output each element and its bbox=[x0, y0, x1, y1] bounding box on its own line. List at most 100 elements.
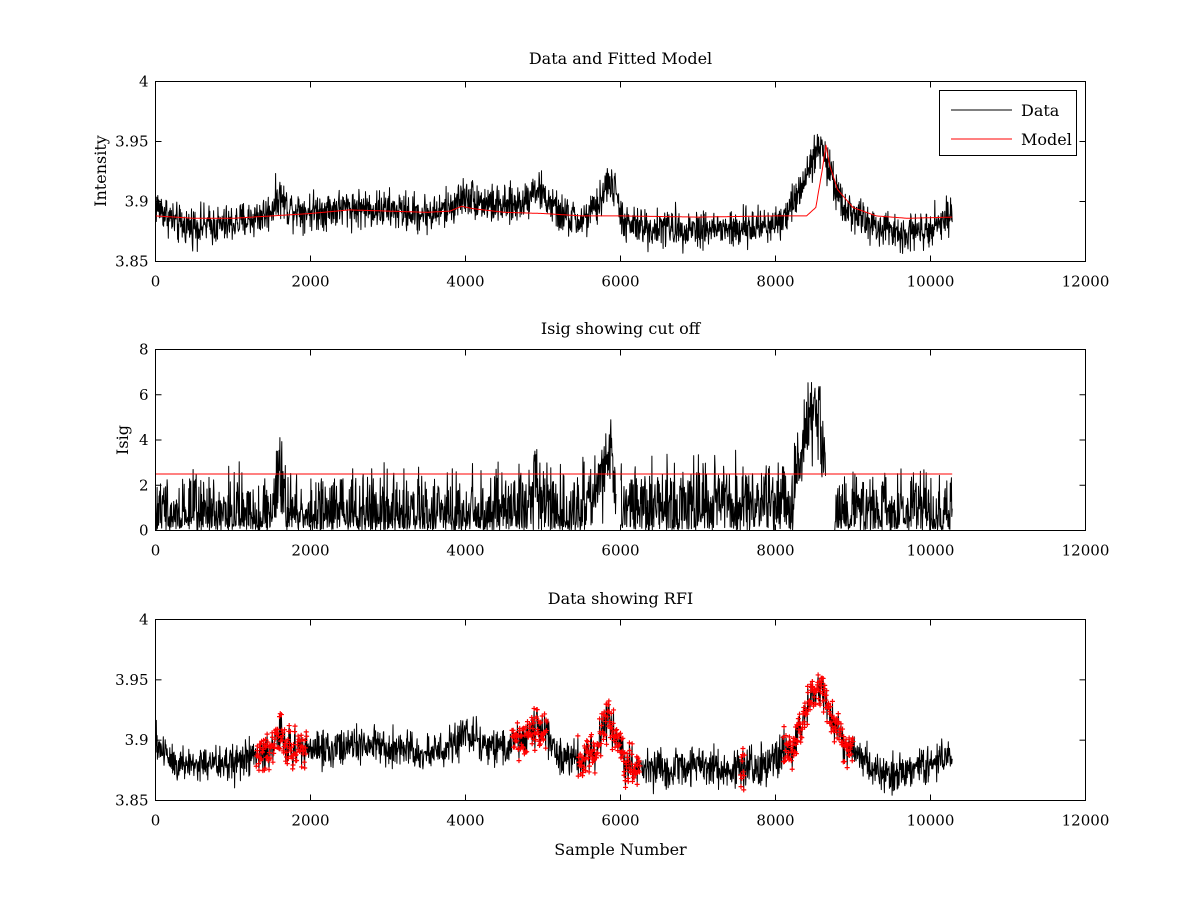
rfi-point bbox=[609, 732, 615, 738]
rfi-point bbox=[635, 755, 641, 761]
rfi-point bbox=[530, 717, 536, 723]
ytick-label: 8 bbox=[139, 341, 149, 359]
rfi-point bbox=[610, 729, 616, 735]
rfi-point bbox=[741, 773, 747, 779]
rfi-point bbox=[850, 739, 856, 745]
subplot-1-ticks: 0 2000 4000 6000 8000 10000 12000 3.85 3.9 3.95 4 bbox=[115, 73, 1109, 291]
rfi-point bbox=[604, 741, 610, 747]
rfi-point bbox=[840, 739, 846, 745]
rfi-point bbox=[302, 737, 308, 743]
rfi-point bbox=[740, 745, 746, 751]
rfi-point bbox=[529, 715, 535, 721]
rfi-point bbox=[838, 721, 844, 727]
rfi-point bbox=[613, 727, 619, 733]
rfi-point bbox=[809, 678, 815, 684]
rfi-point bbox=[637, 763, 643, 769]
rfi-point bbox=[819, 691, 825, 697]
rfi-point bbox=[521, 727, 527, 733]
rfi-point bbox=[599, 722, 605, 728]
xtick-label: 10000 bbox=[907, 273, 955, 291]
series-line-isig bbox=[834, 468, 953, 531]
rfi-point bbox=[531, 720, 537, 726]
rfi-point bbox=[841, 734, 847, 740]
ytick-label: 3.85 bbox=[115, 253, 148, 271]
rfi-point bbox=[819, 679, 825, 685]
rfi-point bbox=[621, 769, 627, 775]
xtick-label: 0 bbox=[151, 542, 161, 560]
rfi-point bbox=[738, 772, 744, 778]
rfi-point bbox=[804, 721, 810, 727]
rfi-point bbox=[828, 719, 834, 725]
rfi-point bbox=[740, 769, 746, 775]
rfi-point bbox=[595, 750, 601, 756]
rfi-point bbox=[537, 741, 543, 747]
rfi-point bbox=[512, 732, 518, 738]
rfi-point bbox=[610, 720, 616, 726]
rfi-point bbox=[270, 759, 276, 765]
rfi-point bbox=[526, 721, 532, 727]
rfi-point bbox=[594, 751, 600, 757]
rfi-point bbox=[780, 734, 786, 740]
subplot-3-ticks: 0 2000 4000 6000 8000 10000 12000 3.85 3.9 3.95 4 bbox=[115, 611, 1109, 830]
subplot-3-frame bbox=[155, 619, 1086, 801]
rfi-point bbox=[815, 672, 821, 678]
rfi-point bbox=[540, 737, 546, 743]
ytick-label: 4 bbox=[139, 611, 149, 629]
rfi-point bbox=[791, 753, 797, 759]
rfi-point bbox=[289, 755, 295, 761]
rfi-point bbox=[514, 720, 520, 726]
xtick-label: 6000 bbox=[601, 812, 639, 830]
rfi-point bbox=[256, 761, 262, 767]
rfi-point bbox=[523, 724, 529, 730]
rfi-point bbox=[303, 751, 309, 757]
rfi-point bbox=[822, 682, 828, 688]
series-line-data bbox=[155, 133, 953, 254]
rfi-point bbox=[528, 733, 534, 739]
rfi-point bbox=[606, 698, 612, 704]
rfi-point bbox=[795, 738, 801, 744]
rfi-point bbox=[516, 758, 522, 764]
rfi-point bbox=[618, 730, 623, 736]
rfi-point bbox=[294, 749, 300, 755]
rfi-point bbox=[282, 727, 288, 733]
rfi-point bbox=[266, 750, 272, 756]
rfi-point bbox=[849, 743, 855, 749]
xtick-label: 12000 bbox=[1062, 812, 1110, 830]
rfi-point bbox=[588, 732, 594, 738]
rfi-point bbox=[783, 733, 789, 739]
xtick-label: 8000 bbox=[756, 273, 794, 291]
rfi-point bbox=[817, 702, 823, 708]
rfi-point bbox=[609, 747, 615, 753]
xtick-label: 8000 bbox=[756, 812, 794, 830]
ytick-label: 2 bbox=[139, 476, 149, 494]
rfi-point bbox=[799, 735, 805, 741]
rfi-point bbox=[782, 757, 788, 763]
rfi-point bbox=[837, 732, 843, 738]
rfi-point bbox=[623, 784, 629, 790]
ytick-label: 3.85 bbox=[115, 792, 148, 810]
rfi-point bbox=[793, 751, 799, 757]
xtick-label: 4000 bbox=[446, 812, 484, 830]
rfi-point bbox=[263, 736, 269, 742]
legend-label-model: Model bbox=[1021, 130, 1072, 149]
ytick-label: 3.9 bbox=[125, 193, 149, 211]
rfi-point bbox=[284, 761, 290, 767]
rfi-point bbox=[586, 769, 592, 775]
rfi-point bbox=[738, 784, 744, 790]
subplot-1-title: Data and Fitted Model bbox=[529, 49, 712, 68]
xtick-label: 8000 bbox=[756, 542, 794, 560]
rfi-point bbox=[578, 762, 584, 768]
rfi-point bbox=[607, 722, 613, 728]
rfi-point bbox=[600, 736, 606, 742]
rfi-point bbox=[630, 774, 636, 780]
ytick-label: 3.95 bbox=[115, 671, 148, 689]
rfi-point bbox=[531, 730, 537, 736]
rfi-point bbox=[268, 755, 274, 761]
rfi-point bbox=[259, 749, 265, 755]
rfi-point bbox=[587, 763, 592, 769]
xtick-label: 4000 bbox=[446, 273, 484, 291]
rfi-point bbox=[820, 698, 826, 704]
subplot-1-marks bbox=[155, 133, 953, 254]
rfi-point bbox=[619, 754, 625, 760]
rfi-point bbox=[260, 746, 266, 752]
